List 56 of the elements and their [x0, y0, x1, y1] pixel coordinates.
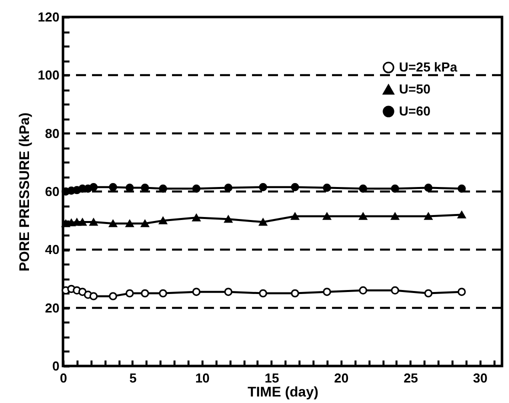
point — [390, 286, 400, 294]
point — [224, 215, 232, 223]
point — [192, 214, 200, 222]
point — [390, 184, 400, 193]
point — [224, 184, 232, 192]
point — [424, 184, 432, 192]
y-tick-label: 100 — [38, 68, 60, 83]
x-tick-label: 20 — [334, 370, 349, 386]
y-tick-label: 20 — [45, 300, 60, 316]
legend-label: U=25 kPa — [399, 60, 458, 74]
point — [78, 218, 87, 226]
point — [290, 183, 300, 192]
point — [89, 218, 98, 226]
point — [126, 289, 134, 298]
x-tick-label: 5 — [129, 370, 137, 386]
point — [458, 288, 466, 296]
point — [192, 288, 200, 296]
y-tick-label: 120 — [38, 10, 60, 24]
point — [108, 183, 118, 192]
point — [390, 212, 400, 220]
point — [224, 288, 232, 296]
y-tick-label: 60 — [45, 184, 60, 199]
point — [322, 288, 332, 296]
point — [89, 183, 98, 192]
point — [126, 220, 134, 228]
point — [140, 289, 150, 298]
x-axis-title: TIME (day) — [248, 384, 318, 400]
point — [258, 218, 268, 226]
x-tick-label: 30 — [473, 370, 488, 386]
point — [258, 289, 268, 298]
point — [290, 212, 300, 220]
point — [89, 292, 98, 300]
legend-label: U=60 — [399, 104, 430, 118]
point — [358, 212, 368, 220]
point — [140, 220, 150, 228]
point — [424, 289, 432, 298]
point — [290, 289, 300, 298]
y-tick-label: 40 — [45, 242, 60, 258]
point — [158, 289, 168, 298]
y-tick-label: 0 — [52, 358, 60, 374]
x-tick-label: 15 — [264, 370, 280, 386]
point — [322, 212, 332, 220]
point — [258, 183, 268, 192]
point — [108, 220, 118, 228]
point — [158, 216, 168, 224]
legend-label: U=50 — [399, 82, 430, 96]
point — [358, 286, 368, 294]
point — [424, 212, 432, 220]
x-tick-label: 25 — [404, 370, 418, 386]
y-axis-title: PORE PRESSURE (kPa) — [16, 112, 32, 272]
y-tick-label: 80 — [45, 126, 60, 141]
point — [458, 211, 466, 218]
x-tick-label: 10 — [195, 370, 210, 386]
point — [358, 184, 368, 193]
point — [322, 184, 332, 192]
point — [108, 292, 118, 300]
